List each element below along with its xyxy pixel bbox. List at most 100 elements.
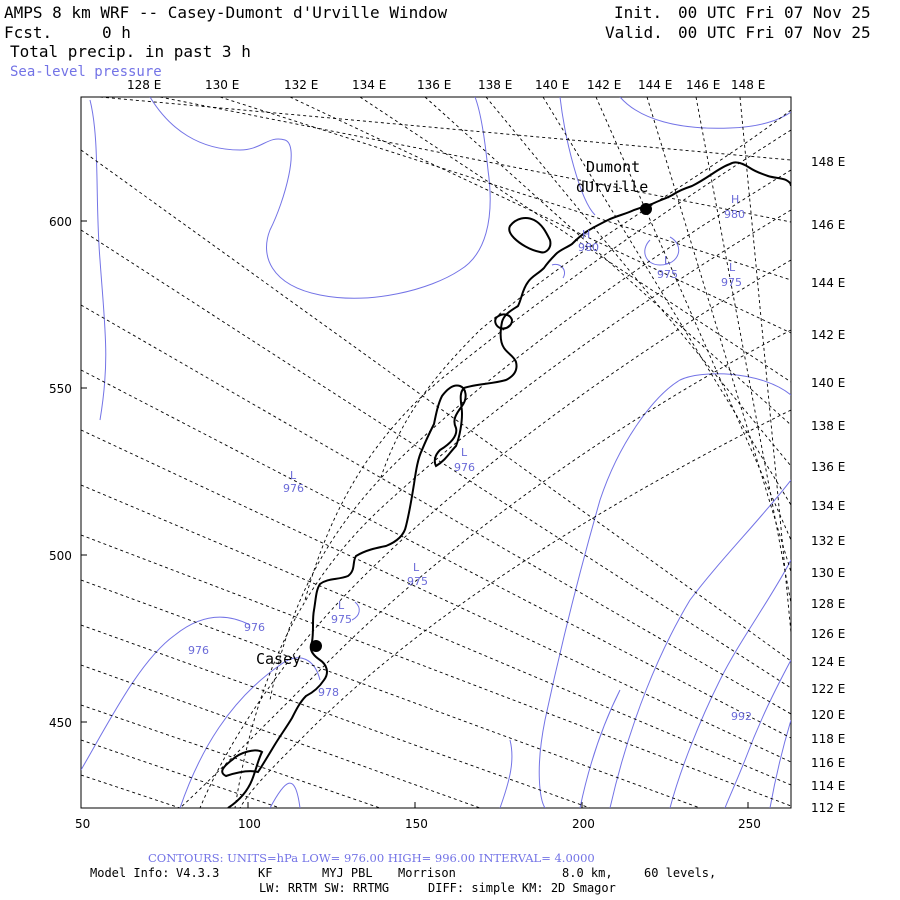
right-lon-132: 132 E	[811, 534, 845, 548]
top-lon-144: 144 E	[638, 78, 672, 92]
low-value: 975	[657, 268, 678, 281]
right-lon-116: 116 E	[811, 756, 845, 770]
frame-ticks	[80, 220, 749, 808]
meridian	[81, 704, 381, 808]
meridian	[81, 739, 281, 808]
right-lon-138: 138 E	[811, 419, 845, 433]
high-marker: H	[731, 193, 739, 206]
meridian	[81, 369, 791, 739]
left-axis-labels: 600 550 500 450	[49, 215, 72, 730]
right-lon-126: 126 E	[811, 627, 845, 641]
meridian	[289, 97, 791, 334]
model-info: Model Info: V4.3.3 KF MYJ PBL Morrison 8…	[90, 866, 716, 895]
contours-info: CONTOURS: UNITS=hPa LOW= 976.00 HIGH= 99…	[148, 851, 595, 865]
plot-frame	[80, 96, 792, 809]
low-marker: L	[290, 469, 297, 482]
contour-value: 978	[318, 686, 339, 699]
pressure-contours	[81, 97, 791, 808]
meridian	[424, 97, 791, 426]
bottom-tick-50: 50	[75, 817, 90, 831]
meridian	[81, 579, 701, 808]
meridian	[81, 229, 791, 689]
casey-label: Casey	[256, 650, 301, 668]
meridian	[81, 429, 791, 763]
low-marker: L	[729, 261, 736, 274]
meridian	[695, 97, 791, 604]
contour-line	[149, 97, 491, 299]
right-lon-140: 140 E	[811, 376, 845, 390]
meridian	[81, 484, 791, 786]
right-lon-118: 118 E	[811, 732, 845, 746]
dumont-label-line1: Dumont	[586, 158, 640, 176]
map-title: AMPS 8 km WRF -- Casey-Dumont d'Urville …	[4, 3, 447, 22]
model-version: V4.3.3	[176, 866, 219, 880]
right-lon-146: 146 E	[811, 218, 845, 232]
low-value: 975	[331, 613, 352, 626]
cumulus-scheme: KF	[258, 866, 272, 880]
left-tick-600: 600	[49, 215, 72, 229]
right-lon-134: 134 E	[811, 499, 845, 513]
pbl-scheme: MYJ PBL	[322, 866, 373, 880]
bottom-axis-labels: 50 100 150 200 250	[75, 817, 761, 831]
meridian	[99, 97, 791, 161]
contour-line	[89, 99, 107, 421]
top-lon-130: 130 E	[205, 78, 239, 92]
lat-circle	[239, 409, 791, 808]
valid-label: Valid.	[605, 23, 663, 42]
low-value: 976	[454, 461, 475, 474]
right-lon-142: 142 E	[811, 328, 845, 342]
grid-resolution: 8.0 km,	[562, 866, 613, 880]
lat-circle	[379, 109, 791, 481]
dumont-label-line2: dUrville	[576, 178, 648, 196]
contour-line	[609, 479, 791, 808]
contour-line	[769, 719, 791, 808]
right-lon-120: 120 E	[811, 708, 845, 722]
right-lon-130: 130 E	[811, 566, 845, 580]
right-lon-144: 144 E	[811, 276, 845, 290]
top-lon-146: 146 E	[686, 78, 720, 92]
top-lon-136: 136 E	[417, 78, 451, 92]
contour-line	[499, 739, 513, 808]
contour-labels: H 980 H 980 L 975 L 975 L 976 L 976 L 97…	[188, 193, 752, 723]
model-info-label: Model Info:	[90, 866, 169, 880]
fcst-value: 0 h	[102, 23, 131, 42]
bottom-tick-250: 250	[738, 817, 761, 831]
meridian	[81, 304, 791, 715]
bottom-tick-150: 150	[405, 817, 428, 831]
right-lon-labels: 148 E 146 E 144 E 142 E 140 E 138 E 136 …	[811, 155, 845, 815]
low-value: 975	[721, 276, 742, 289]
low-marker: L	[413, 561, 420, 574]
meridian	[159, 97, 791, 223]
right-lon-128: 128 E	[811, 597, 845, 611]
lat-circle	[304, 129, 791, 601]
left-tick-450: 450	[49, 716, 72, 730]
top-lon-134: 134 E	[352, 78, 386, 92]
meridian	[485, 97, 791, 467]
meridian	[81, 774, 181, 808]
meridian	[81, 534, 791, 807]
lat-circle	[269, 169, 791, 701]
contour-line	[269, 782, 301, 808]
contour-line	[81, 616, 251, 771]
right-lon-122: 122 E	[811, 682, 845, 696]
meridian	[646, 97, 791, 573]
meridian	[219, 97, 791, 281]
high-marker: H	[582, 228, 590, 241]
lat-circle	[199, 259, 791, 808]
vertical-levels: 60 levels,	[644, 866, 716, 880]
right-lon-114: 114 E	[811, 779, 845, 793]
meridian	[81, 149, 791, 662]
field-precip-label: Total precip. in past 3 h	[10, 42, 251, 61]
low-marker: L	[664, 254, 671, 267]
contour-value: 992	[731, 710, 752, 723]
bottom-tick-200: 200	[572, 817, 595, 831]
contour-line	[669, 559, 791, 808]
contour-line	[619, 97, 791, 129]
meridians	[81, 97, 791, 808]
microphysics-scheme: Morrison	[398, 866, 456, 880]
radiation-schemes: LW: RRTM SW: RRTMG	[259, 881, 389, 895]
right-lon-124: 124 E	[811, 655, 845, 669]
valid-value: 00 UTC Fri 07 Nov 25	[678, 23, 871, 42]
right-lon-112: 112 E	[811, 801, 845, 815]
